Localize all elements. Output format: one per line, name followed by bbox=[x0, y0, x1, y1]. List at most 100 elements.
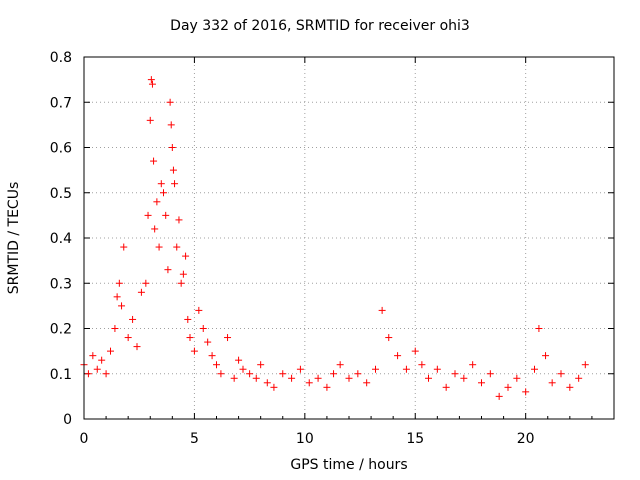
data-point bbox=[162, 211, 170, 219]
data-point bbox=[157, 180, 165, 188]
y-tick-label: 0.6 bbox=[50, 141, 72, 157]
data-point bbox=[142, 279, 150, 287]
y-axis-label-text: SRMTID / TECUs bbox=[6, 181, 22, 295]
data-point bbox=[155, 243, 163, 251]
data-point bbox=[124, 334, 132, 342]
data-point bbox=[411, 347, 419, 355]
data-point bbox=[84, 370, 92, 378]
data-point bbox=[169, 166, 177, 174]
data-point bbox=[137, 288, 145, 296]
data-point bbox=[279, 370, 287, 378]
data-point bbox=[98, 356, 106, 364]
data-point bbox=[120, 243, 128, 251]
data-point bbox=[184, 315, 192, 323]
data-point bbox=[557, 370, 565, 378]
data-point bbox=[486, 370, 494, 378]
data-point bbox=[199, 325, 207, 332]
data-point bbox=[171, 180, 179, 188]
y-tick-label: 0.5 bbox=[50, 186, 72, 202]
y-tick-label: 0.2 bbox=[50, 322, 72, 338]
data-point bbox=[208, 352, 216, 360]
data-point bbox=[230, 374, 238, 382]
data-point bbox=[107, 347, 114, 355]
data-point bbox=[147, 76, 155, 84]
data-point bbox=[296, 365, 304, 373]
data-point bbox=[548, 379, 556, 387]
data-point bbox=[363, 379, 371, 387]
data-point bbox=[168, 144, 176, 151]
data-point bbox=[235, 356, 243, 364]
y-tick-label: 0.1 bbox=[50, 367, 72, 383]
data-point bbox=[314, 374, 322, 382]
data-point bbox=[133, 343, 141, 351]
data-point bbox=[425, 374, 432, 382]
grid-lines bbox=[84, 57, 614, 419]
data-point bbox=[252, 374, 260, 382]
x-tick-label: 5 bbox=[190, 431, 199, 447]
data-point bbox=[151, 225, 159, 233]
y-tick-label: 0.3 bbox=[50, 276, 72, 292]
x-tick-label: 15 bbox=[406, 431, 424, 447]
y-tick-label: 0.7 bbox=[50, 95, 72, 111]
data-point bbox=[330, 370, 338, 378]
x-tick-label: 0 bbox=[80, 431, 89, 447]
data-point bbox=[113, 293, 121, 301]
x-tick-label: 10 bbox=[296, 431, 314, 447]
data-point bbox=[160, 189, 167, 197]
chart-title: Day 332 of 2016, SRMTID for receiver ohi… bbox=[170, 18, 470, 34]
data-point bbox=[217, 370, 225, 378]
data-point bbox=[305, 379, 313, 387]
data-point bbox=[118, 302, 126, 310]
data-point bbox=[345, 374, 353, 382]
y-tick-label: 0.4 bbox=[50, 231, 72, 247]
y-tick-label: 0.8 bbox=[50, 50, 72, 66]
data-point bbox=[115, 279, 123, 287]
data-point bbox=[354, 370, 362, 378]
data-point bbox=[195, 306, 203, 314]
plot-border bbox=[83, 56, 615, 420]
data-point bbox=[433, 365, 441, 373]
data-point bbox=[451, 370, 459, 378]
data-point bbox=[167, 121, 175, 129]
data-point bbox=[542, 352, 550, 360]
data-point bbox=[385, 334, 393, 342]
data-point bbox=[535, 325, 543, 332]
data-point bbox=[460, 374, 468, 382]
data-points bbox=[80, 76, 589, 400]
data-point bbox=[478, 379, 485, 387]
data-point bbox=[323, 383, 331, 391]
data-point bbox=[270, 383, 278, 391]
data-point bbox=[224, 334, 232, 342]
data-point bbox=[144, 211, 152, 219]
data-point bbox=[129, 315, 137, 323]
data-point bbox=[246, 370, 254, 378]
data-point bbox=[372, 365, 379, 373]
data-point bbox=[175, 216, 183, 224]
data-point bbox=[469, 361, 477, 369]
data-point bbox=[111, 325, 119, 332]
data-point bbox=[263, 379, 271, 387]
y-tick-label: 0 bbox=[63, 412, 72, 428]
data-point bbox=[173, 243, 181, 251]
data-point bbox=[504, 383, 512, 391]
data-point bbox=[190, 347, 198, 355]
data-point bbox=[153, 198, 161, 206]
data-point bbox=[442, 383, 450, 391]
data-point bbox=[204, 338, 212, 346]
data-point bbox=[418, 361, 426, 369]
data-point bbox=[164, 266, 172, 274]
data-point bbox=[93, 365, 101, 373]
x-axis-label: GPS time / hours bbox=[290, 457, 408, 473]
data-point bbox=[239, 365, 247, 373]
data-point bbox=[89, 352, 97, 360]
data-point bbox=[213, 361, 220, 369]
data-point bbox=[394, 352, 402, 360]
data-point bbox=[146, 116, 154, 124]
data-point bbox=[288, 374, 296, 382]
data-point bbox=[148, 80, 156, 88]
data-point bbox=[186, 334, 194, 342]
y-tick-labels: 0 0.1 0.2 0.3 0.4 0.5 0.6 0.7 0.8 bbox=[50, 50, 72, 428]
data-point bbox=[378, 306, 386, 314]
data-point bbox=[522, 388, 530, 396]
